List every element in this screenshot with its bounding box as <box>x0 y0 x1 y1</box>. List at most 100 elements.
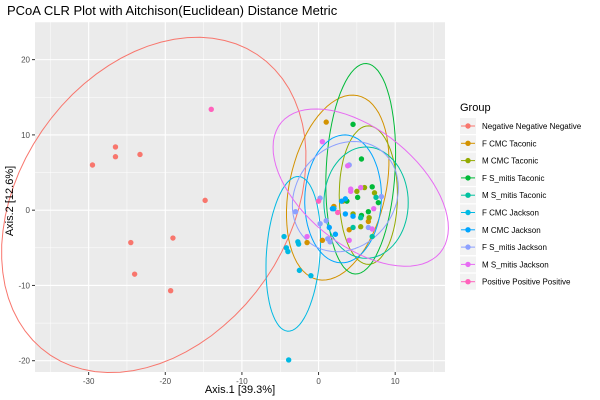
data-point <box>369 233 375 240</box>
data-point <box>378 193 385 200</box>
data-point <box>89 162 96 168</box>
legend-key-point <box>465 261 471 268</box>
data-point <box>292 208 299 215</box>
ellipse-m-s-mitis-taconic <box>323 146 409 259</box>
data-point <box>323 119 329 125</box>
ellipse-m-s-mitis-jackson <box>272 108 449 267</box>
data-point <box>128 239 134 246</box>
legend-key-point <box>465 123 471 129</box>
data-point <box>344 163 351 169</box>
data-point <box>354 188 360 195</box>
data-point <box>342 196 349 202</box>
ellipse-f-s-mitis-jackson <box>291 140 399 253</box>
chart-title: PCoA CLR Plot with Aitchison(Euclidean) … <box>7 3 338 18</box>
y-tick-label: -20 <box>18 357 30 366</box>
data-points <box>89 106 385 363</box>
data-point <box>112 144 119 150</box>
data-point <box>373 194 379 201</box>
legend-key-point <box>465 175 471 181</box>
data-point <box>342 211 349 217</box>
data-point <box>358 224 364 230</box>
legend-key-point <box>465 157 471 164</box>
data-point <box>323 218 329 224</box>
legend-label: Positive Positive Positive <box>482 278 571 287</box>
data-point <box>350 213 356 219</box>
legend-label: M S_mitis Jackson <box>482 260 549 269</box>
data-point <box>371 190 378 196</box>
legend: Negative Negative Negative F CMC Taconic M… <box>460 118 582 290</box>
legend-key-point <box>465 140 471 146</box>
legend-label: F S_mitis Taconic <box>482 174 545 183</box>
legend-label: M CMC Jackson <box>482 226 541 235</box>
ellipse-f-cmc-jackson <box>265 175 322 332</box>
data-point <box>327 239 333 245</box>
legend-label: M S_mitis Taconic <box>482 191 546 200</box>
ellipse-f-cmc-taconic <box>286 94 390 281</box>
legend-label: F S_mitis Jackson <box>482 243 547 252</box>
legend-key-point <box>465 227 471 233</box>
legend-key-point <box>465 244 471 250</box>
data-point <box>335 209 341 216</box>
data-point <box>304 233 310 240</box>
y-axis-label: Axis.2 [12.6%] <box>4 166 16 236</box>
data-point <box>137 151 143 158</box>
legend-label: F CMC Taconic <box>482 139 537 148</box>
data-point <box>329 205 336 212</box>
y-tick-label: -10 <box>18 281 30 290</box>
legend-label: M CMC Taconic <box>482 157 538 166</box>
ellipse-m-cmc-jackson <box>304 134 382 264</box>
data-point <box>285 357 292 363</box>
data-point <box>167 288 174 294</box>
legend-key-point <box>465 209 471 216</box>
confidence-ellipses <box>1 36 449 374</box>
data-point <box>361 184 368 191</box>
data-point <box>369 226 375 232</box>
axis-ticks: -30 -20 -10 0 10 -20 -10 0 10 20 <box>18 56 400 386</box>
data-point <box>308 272 314 279</box>
legend-key-point <box>465 279 471 285</box>
x-axis-label: Axis.1 [39.3%] <box>205 384 275 396</box>
data-point <box>317 221 323 227</box>
y-tick-label: 20 <box>21 56 30 65</box>
data-point <box>358 156 365 162</box>
legend-label: F CMC Jackson <box>482 209 539 218</box>
data-point <box>112 154 119 160</box>
legend-key-point <box>465 192 471 198</box>
data-point <box>170 235 176 241</box>
data-point <box>354 194 361 201</box>
data-point <box>358 184 364 191</box>
data-point <box>315 198 322 204</box>
x-tick-label: -20 <box>159 377 171 386</box>
y-tick-label: 0 <box>26 206 31 215</box>
gridlines <box>35 21 445 372</box>
data-point <box>202 197 208 204</box>
x-tick-label: -30 <box>83 377 95 386</box>
data-point <box>131 271 138 277</box>
data-point <box>371 205 377 212</box>
data-point <box>319 237 326 243</box>
ellipse-f-s-mitis-taconic <box>325 62 397 275</box>
data-point <box>326 224 332 231</box>
data-point <box>348 186 354 192</box>
data-point <box>366 214 372 221</box>
data-point <box>365 208 372 215</box>
ellipse-negative-negative-negative <box>1 36 307 374</box>
data-point <box>358 214 364 221</box>
x-tick-label: 10 <box>391 377 400 386</box>
x-tick-label: -10 <box>236 377 248 386</box>
y-tick-label: 10 <box>21 131 30 140</box>
data-point <box>281 233 287 240</box>
data-point <box>296 267 303 274</box>
data-point <box>332 231 339 237</box>
data-point <box>304 239 310 246</box>
data-point <box>350 121 356 128</box>
legend-label: Negative Negative Negative <box>482 122 582 131</box>
data-point <box>346 237 352 243</box>
data-point <box>208 106 214 113</box>
x-tick-label: 0 <box>316 377 321 386</box>
data-point <box>350 224 356 231</box>
data-point <box>285 248 291 255</box>
data-point <box>369 184 375 190</box>
data-point <box>295 241 302 247</box>
data-point <box>319 138 326 145</box>
